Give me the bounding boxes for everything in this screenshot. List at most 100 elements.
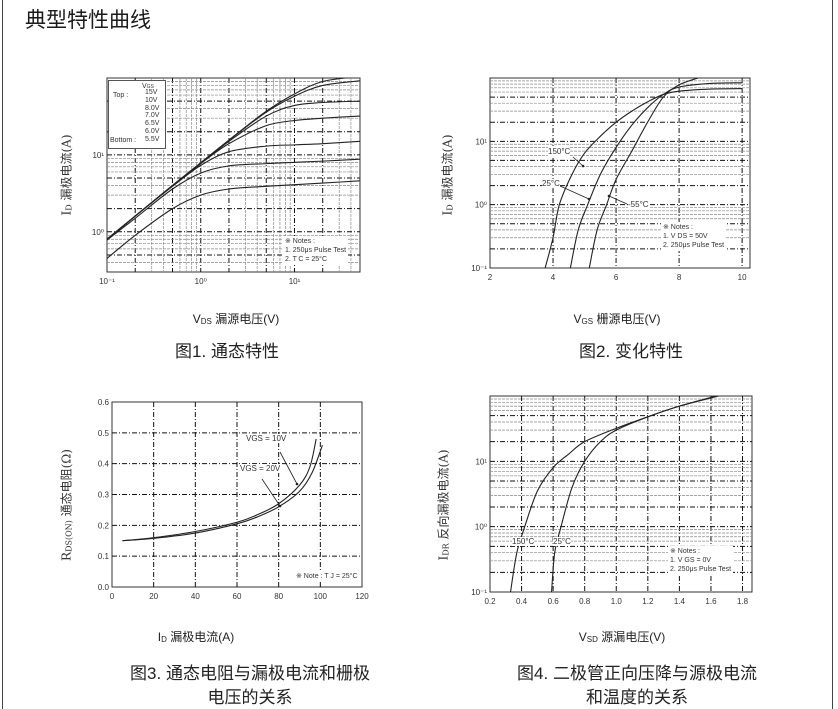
x-tick-label: 80 <box>274 592 283 601</box>
legend-values: 15V 10V 8.0V 7.0V 6.5V 6.0V 5.5V <box>145 89 159 144</box>
y-tick-label: 10⁰ <box>92 228 104 237</box>
figure-2-chart: 2 4 6 8 10 10⁻¹ 10⁰ 10¹ <box>471 77 751 282</box>
x-tick-label: 0.8 <box>579 597 591 606</box>
figure-3-chart: 0 20 40 60 80 100 120 0.0 0.1 0.2 0.3 0.4 0.5 0.6 <box>98 398 369 601</box>
series-line-5-5v <box>107 180 360 259</box>
y-tick-label: 0.4 <box>98 460 110 469</box>
figure-3-caption-line-1: 图3. 通态电阻与漏极电流和栅极 <box>130 664 370 683</box>
figure-4-x-label: VSD 源漏电压(V) <box>578 630 666 644</box>
arrow-head-icon <box>607 194 611 198</box>
series-line-vgs-10v <box>122 438 317 542</box>
annotation-arrow <box>608 195 628 205</box>
figure-4-y-label: IDR 反向漏极电流(A) <box>436 449 451 561</box>
x-tick-label: 1.6 <box>705 597 717 606</box>
figure-4-notes: ※ Notes : 1. V GS = 0V 2. 250μs Pulse Te… <box>668 546 734 575</box>
y-tick-label: 0.3 <box>98 491 110 500</box>
series-line--55-c <box>588 78 699 268</box>
y-tick-label: 10⁰ <box>475 523 487 532</box>
note-line: 2. 250μs Pulse Test <box>670 566 732 573</box>
figure-3-x-label: ID 漏极电流(A) <box>157 630 235 644</box>
x-tick-label: 10¹ <box>289 277 301 286</box>
x-tick-label: 100 <box>314 592 328 601</box>
figure-2-y-label: ID 漏极电流(A) <box>440 134 455 216</box>
x-tick-label: 1.8 <box>737 597 749 606</box>
curve-label-150c: 150°C <box>548 147 571 156</box>
x-tick-label: 60 <box>233 592 242 601</box>
legend-item: 5.5V <box>145 135 160 143</box>
figure-4-chart: 0.2 0.4 0.6 0.8 1.0 1.2 1.4 1.6 1.8 10⁻¹ 10⁰ 10¹ <box>471 395 753 606</box>
x-tick-label: 1.4 <box>674 597 686 606</box>
x-tick-label: 0 <box>110 592 115 601</box>
x-tick-label: 40 <box>191 592 200 601</box>
figure-1-notes: ※ Notes : 1. 250μs Pulse Test 2. T C = 2… <box>283 236 349 265</box>
y-tick-label: 0.5 <box>98 429 110 438</box>
x-tick-label: 1.2 <box>642 597 654 606</box>
annotation-arrow <box>261 478 281 507</box>
legend-item: 6.5V <box>145 120 160 128</box>
x-tick-label: 20 <box>149 592 158 601</box>
x-tick-label: 1.0 <box>611 597 623 606</box>
y-tick-label: 10¹ <box>92 151 104 160</box>
x-tick-label: 4 <box>551 273 556 282</box>
curve-label-25c: 25°C <box>553 537 571 546</box>
legend-item: 15V <box>145 89 158 96</box>
y-tick-label: 0.1 <box>98 552 110 561</box>
series-line-25-c <box>551 396 716 592</box>
series-line-6-5v <box>107 140 360 240</box>
page-border-right <box>832 0 833 709</box>
note-line: ※ Notes : <box>663 224 693 231</box>
curve-label-vgs-10v: VGS = 10V <box>246 434 287 443</box>
y-tick-label: 10⁰ <box>475 201 487 210</box>
figure-1-caption: 图1. 通态特性 <box>175 342 279 361</box>
x-tick-label: 10 <box>738 273 747 282</box>
y-tick-label: 10¹ <box>475 457 487 466</box>
legend-item: 10V <box>145 96 158 104</box>
y-tick-label: 0.6 <box>98 398 110 407</box>
note-line: 2. 250μs Pulse Test <box>663 242 725 249</box>
y-tick-label: 10¹ <box>475 137 487 146</box>
annotation-arrow <box>559 185 590 200</box>
figure-1-chart: 10⁻¹ 10⁰ 10¹ 10⁰ 10¹ <box>92 77 361 286</box>
figure-2-notes: ※ Notes : 1. V DS = 50V 2. 250μs Pulse T… <box>661 222 727 251</box>
x-tick-label: 10⁻¹ <box>99 277 115 286</box>
y-tick-label: 10⁻¹ <box>471 588 487 597</box>
y-tick-label: 0.2 <box>98 521 110 530</box>
x-tick-label: 6 <box>614 273 619 282</box>
legend-item: 6.0V <box>145 127 160 135</box>
arrow-head-icon <box>581 164 585 168</box>
y-tick-label: 10⁻¹ <box>471 264 487 273</box>
x-tick-label: 0.4 <box>516 597 528 606</box>
legend-item: 7.0V <box>145 112 160 120</box>
figure-1-x-label: VDS 漏源电压(V) <box>192 312 280 326</box>
x-tick-label: 2 <box>488 273 493 282</box>
note-line: ※ Notes : <box>285 238 315 245</box>
figure-1-legend: VGS Top : Bottom : 15V 10V 8.0V 7.0V 6.5… <box>108 80 166 149</box>
arrow-head-icon <box>587 197 591 201</box>
note-line: 1. V GS = 0V <box>670 557 712 564</box>
figure-3-caption-line-2: 电压的关系 <box>207 688 293 707</box>
series-line-vgs-20v <box>122 444 323 542</box>
annotation-arrow <box>572 156 584 167</box>
curve-label-25c: 25°C <box>542 179 560 188</box>
curve-label-minus55c: -55°C <box>628 200 649 209</box>
x-tick-label: 120 <box>355 592 369 601</box>
arrow-head-icon <box>295 482 299 486</box>
series-line-150-c <box>544 88 743 268</box>
x-tick-label: 0.6 <box>548 597 560 606</box>
figure-1-y-label: ID 漏极电流(A) <box>59 134 74 216</box>
figure-3-y-label: RDS(ON) 通态电阻(Ω) <box>59 449 74 561</box>
x-tick-label: 10⁰ <box>195 277 207 286</box>
figure-3-note: ※ Note : T J = 25°C <box>296 572 358 581</box>
x-tick-label: 0.2 <box>484 597 496 606</box>
page-title: 典型特性曲线 <box>25 8 151 32</box>
note-line: 1. 250μs Pulse Test <box>285 247 347 254</box>
figure-4-caption-line-1: 图4. 二极管正向压降与源极电流 <box>517 664 757 683</box>
note-line: 2. T C = 25°C <box>285 256 328 263</box>
annotation-arrow <box>279 451 298 485</box>
curve-label-vgs-20v: VGS = 20V <box>240 464 281 473</box>
figure-2-x-label: VGS 栅源电压(V) <box>573 312 661 326</box>
legend-bottom-label: Bottom : <box>110 137 137 144</box>
legend-top-label: Top : <box>113 92 129 99</box>
figure-2-caption: 图2. 变化特性 <box>579 342 683 361</box>
note-line: 1. V DS = 50V <box>663 233 708 240</box>
